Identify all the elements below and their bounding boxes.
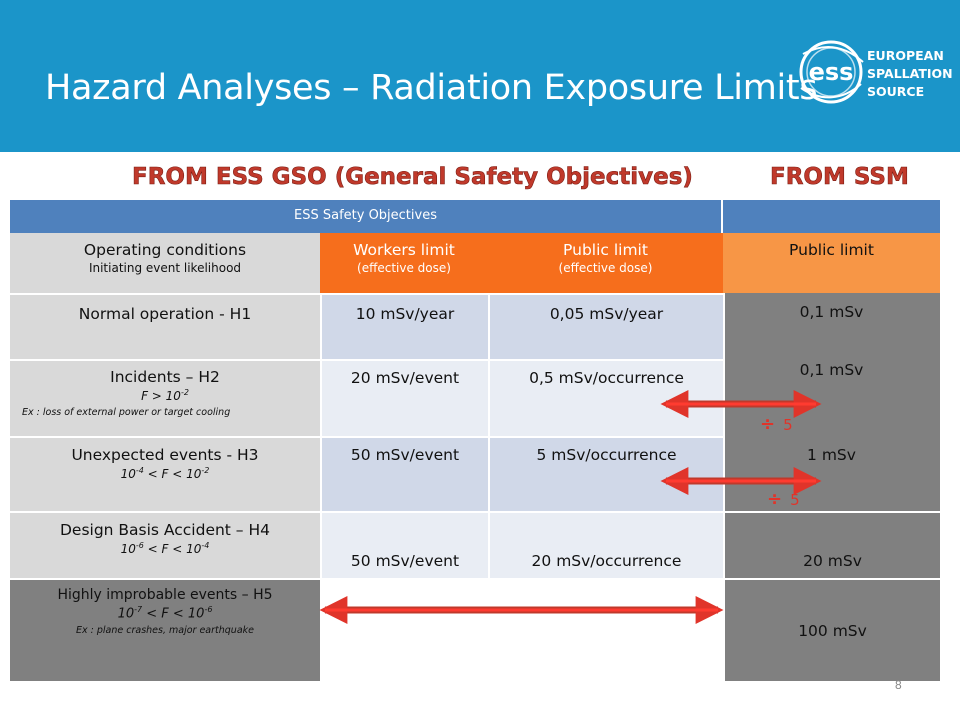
divide-by-five-note-2: ÷ 5 — [767, 489, 800, 510]
divide-by-five-note-1: ÷ 5 — [760, 414, 793, 435]
page-number: 8 — [895, 678, 902, 692]
row-h4-frequency: 10-6 < F < 10-4 — [10, 541, 320, 556]
col-header-public-ssm: Public limit — [723, 233, 940, 293]
divide-value: 5 — [790, 491, 800, 509]
row-h2-workers: 20 mSv/event — [320, 359, 488, 436]
col-header-conditions: Operating conditions Initiating event li… — [10, 233, 320, 293]
row-h1-workers: 10 mSv/year — [320, 293, 488, 359]
ess-logo-icon: ess — [799, 40, 864, 104]
col-header-workers-sub: (effective dose) — [357, 261, 451, 275]
row-h5-condition: Highly improbable events – H5 10-7 < F <… — [10, 578, 320, 681]
table-top-header: ESS Safety Objectives — [10, 200, 723, 233]
row-h2-condition: Incidents – H2 F > 10-2 Ex : loss of ext… — [10, 359, 320, 436]
row-h4-workers: 50 mSv/event — [320, 511, 488, 578]
divide-icon: ÷ — [767, 489, 783, 510]
row-h5-freq-b-exp: -6 — [204, 605, 213, 614]
row-h5-ssm: 100 mSv — [723, 578, 940, 681]
row-h2-ssm: 0,1 mSv — [723, 359, 940, 389]
row-h2-label: Incidents – H2 — [110, 368, 220, 386]
row-h1-ssm: 0,1 mSv — [723, 293, 940, 323]
logo-wordmark: EUROPEAN SPALLATION SOURCE — [867, 47, 953, 101]
header-from-ssm: FROM SSM — [770, 164, 909, 191]
row-h3-freq-a-exp: -4 — [135, 466, 144, 475]
row-h2-ssm-value: 0,1 mSv — [799, 361, 864, 379]
row-h2-freq-a-exp: -2 — [180, 388, 189, 397]
row-h1-workers-value: 10 mSv/year — [355, 305, 455, 323]
row-h5-note: Ex : plane crashes, major earthquake — [76, 625, 254, 637]
row-h3-workers: 50 mSv/event — [320, 436, 488, 511]
row-h1-public: 0,05 mSv/year — [488, 293, 723, 359]
row-h4-condition: Design Basis Accident – H4 10-6 < F < 10… — [10, 511, 320, 578]
header-from-gso: FROM ESS GSO (General Safety Objectives) — [132, 164, 694, 191]
row-h5-freq-a-exp: -7 — [134, 605, 143, 614]
row-h2-public-value: 0,5 mSv/occurrence — [529, 369, 684, 387]
row-h4-freq-b: < F < 10 — [143, 542, 202, 556]
col-header-public-gso-sub: (effective dose) — [558, 261, 653, 275]
row-h4-workers-value: 50 mSv/event — [350, 552, 460, 570]
divide-icon: ÷ — [760, 414, 776, 435]
col-header-workers: Workers limit (effective dose) — [320, 233, 488, 293]
col-header-public-gso-main: Public limit — [563, 241, 648, 259]
col-header-public-ssm-main: Public limit — [789, 241, 874, 259]
row-h2-workers-value: 20 mSv/event — [350, 369, 460, 387]
row-h4-freq-b-exp: -4 — [201, 541, 210, 550]
row-h1-label: Normal operation - H1 — [78, 305, 252, 323]
logo-line-3: SOURCE — [867, 84, 925, 99]
row-h4-freq-a: 10 — [120, 542, 136, 556]
row-h3-workers-value: 50 mSv/event — [350, 446, 460, 464]
row-h2-note: Ex : loss of external power or target co… — [22, 407, 231, 418]
logo-line-1: EUROPEAN — [867, 48, 944, 63]
row-h5-label: Highly improbable events – H5 — [57, 587, 273, 603]
row-h1-ssm-value: 0,1 mSv — [799, 303, 864, 321]
row-h3-public: 5 mSv/occurrence — [488, 436, 723, 511]
row-h3-ssm: 1 mSv — [723, 436, 940, 466]
col-header-conditions-sub: Initiating event likelihood — [88, 261, 242, 275]
row-h3-condition: Unexpected events - H3 10-4 < F < 10-2 — [10, 436, 320, 511]
row-h4-public-value: 20 mSv/occurrence — [531, 552, 682, 570]
row-h2-public: 0,5 mSv/occurrence — [488, 359, 723, 436]
col-header-public-gso: Public limit (effective dose) — [488, 233, 723, 293]
row-h1-condition: Normal operation - H1 — [10, 293, 320, 359]
logo-line-2: SPALLATION — [867, 66, 953, 81]
row-h5-freq-b: < F < 10 — [142, 606, 205, 622]
row-h1-public-value: 0,05 mSv/year — [549, 305, 664, 323]
table-top-header-blank — [723, 200, 940, 233]
row-h3-public-value: 5 mSv/occurrence — [536, 446, 677, 464]
row-h3-label: Unexpected events - H3 — [71, 446, 259, 464]
row-h4-ssm: 20 mSv — [723, 511, 940, 578]
divide-value: 5 — [783, 416, 793, 434]
row-h2-frequency: F > 10-2 — [10, 388, 320, 403]
row-h4-label: Design Basis Accident – H4 — [59, 521, 271, 539]
row-h2-freq-a: F > 10 — [141, 389, 181, 403]
row-h4-public: 20 mSv/occurrence — [488, 511, 723, 578]
col-header-conditions-main: Operating conditions — [83, 241, 247, 259]
row-h5-freq-a: 10 — [117, 606, 135, 622]
row-h5-blank — [320, 578, 723, 681]
row-h3-freq-a: 10 — [120, 467, 136, 481]
logo-mark: ess — [809, 58, 854, 86]
row-h4-freq-a-exp: -6 — [135, 541, 144, 550]
slide-title: Hazard Analyses – Radiation Exposure Lim… — [45, 68, 818, 108]
col-header-workers-main: Workers limit — [353, 241, 455, 259]
ess-logo: ess EUROPEAN SPALLATION SOURCE — [795, 32, 953, 114]
row-h3-frequency: 10-4 < F < 10-2 — [10, 466, 320, 481]
row-h3-freq-b-exp: -2 — [201, 466, 210, 475]
row-h3-ssm-value: 1 mSv — [807, 446, 856, 464]
row-h5-ssm-value: 100 mSv — [798, 622, 867, 640]
row-h4-ssm-value: 20 mSv — [803, 552, 862, 570]
row-h5-frequency: 10-7 < F < 10-6 — [10, 605, 320, 621]
row-h3-freq-b: < F < 10 — [143, 467, 202, 481]
